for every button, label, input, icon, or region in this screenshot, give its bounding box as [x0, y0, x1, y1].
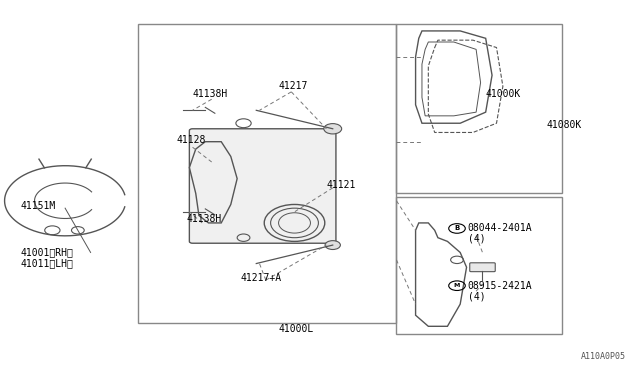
Text: (4): (4) — [468, 234, 486, 244]
Text: (4): (4) — [468, 291, 486, 301]
Circle shape — [324, 124, 342, 134]
Text: 41000K: 41000K — [486, 89, 521, 99]
FancyBboxPatch shape — [189, 129, 336, 243]
Text: 41138H: 41138H — [186, 214, 221, 224]
Text: 41128: 41128 — [177, 135, 206, 145]
Text: 08915-2421A: 08915-2421A — [468, 281, 532, 291]
Bar — [396, 197, 562, 334]
Text: 41000L: 41000L — [278, 324, 314, 334]
Text: 41001〈RH〉: 41001〈RH〉 — [20, 247, 74, 257]
Text: 41080K: 41080K — [546, 120, 582, 130]
Text: 41217: 41217 — [278, 81, 308, 91]
Text: 41217+A: 41217+A — [241, 273, 282, 283]
Text: 41121: 41121 — [326, 180, 356, 190]
Text: 41138H: 41138H — [193, 89, 228, 99]
Bar — [396, 23, 562, 193]
Circle shape — [325, 241, 340, 250]
Text: 08044-2401A: 08044-2401A — [468, 224, 532, 234]
FancyBboxPatch shape — [470, 263, 495, 272]
Text: 41151M: 41151M — [20, 201, 56, 211]
Text: A110A0P05: A110A0P05 — [581, 352, 626, 361]
Text: 41011〈LH〉: 41011〈LH〉 — [20, 259, 74, 269]
Bar — [138, 23, 396, 323]
Text: B: B — [454, 225, 460, 231]
Text: M: M — [454, 283, 460, 288]
